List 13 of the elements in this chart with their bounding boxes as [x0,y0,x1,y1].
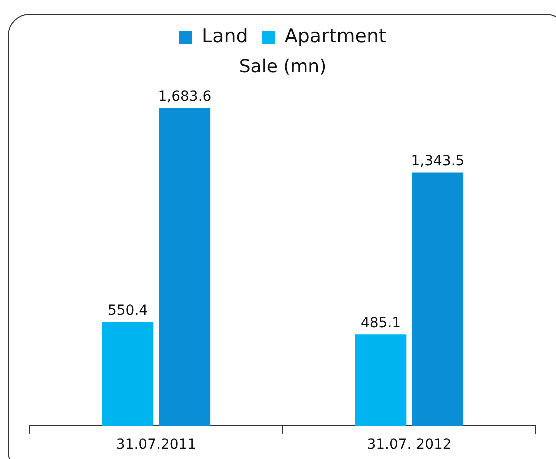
bar [159,108,211,426]
data-label: 485.1 [360,315,402,332]
chart-title: Sale (mn) [239,56,327,78]
legend-label: Land [202,25,248,48]
bar [412,172,464,426]
data-label: 550.4 [108,303,148,319]
x-tick-label: 31.07.2011 [116,437,197,454]
legend-label: Apartment [284,25,386,48]
bar [102,322,154,426]
x-tick-label: 31.07. 2012 [367,437,452,454]
data-label: 1,343.5 [411,153,465,170]
bar [355,334,407,426]
data-label: 1,683.6 [158,89,212,106]
